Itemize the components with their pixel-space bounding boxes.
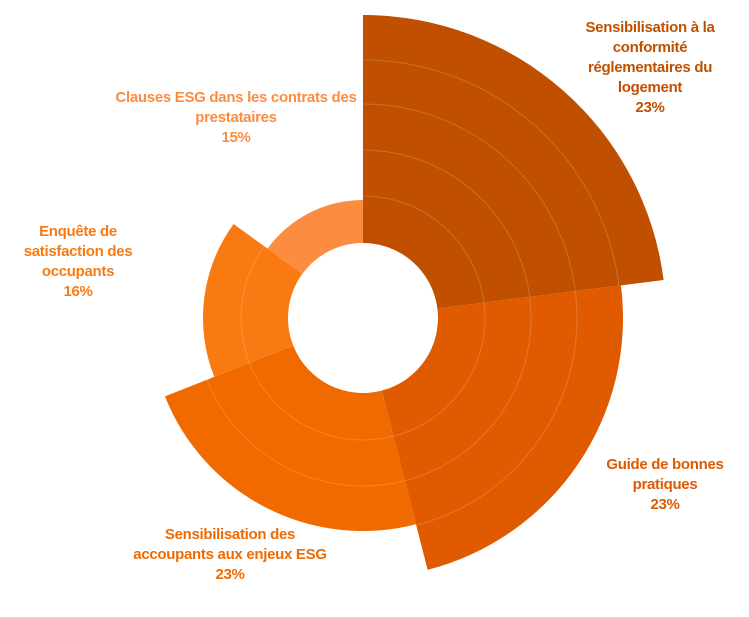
value-label: 23% [215,566,245,583]
wedge [363,15,664,309]
value-label: 23% [635,99,665,116]
category-label: Guide de bonnes pratiques [606,456,724,493]
wedge [202,223,303,377]
data-label: Sensibilisation à la conformité réglemen… [563,18,738,118]
value-label: 16% [63,283,93,300]
data-label: Clauses ESG dans les contrats des presta… [101,88,371,148]
data-label: Enquête de satisfaction des occupants 16% [0,222,158,302]
category-label: Clauses ESG dans les contrats des presta… [115,89,357,126]
ring-line [416,291,578,526]
data-label: Sensibilisation des accoupants aux enjeu… [130,525,330,585]
category-label: Enquête de satisfaction des occupants [23,223,133,280]
category-label: Sensibilisation à la conformité réglemen… [585,19,715,96]
ring-line [362,103,576,292]
ring-line [240,245,265,364]
category-label: Sensibilisation des accoupants aux enjeu… [133,526,327,563]
wedge [164,345,416,531]
ring-line [249,362,394,441]
ring-line [404,296,532,482]
value-label: 23% [650,496,680,513]
ring-line [362,149,531,298]
data-label: Guide de bonnes pratiques 23% [595,455,735,515]
wedge [267,200,363,274]
ring-line [362,195,485,303]
value-label: 15% [221,129,251,146]
ring-line [206,379,405,487]
wedge [381,285,623,570]
ring-line [393,302,486,437]
ring-line [362,59,620,286]
